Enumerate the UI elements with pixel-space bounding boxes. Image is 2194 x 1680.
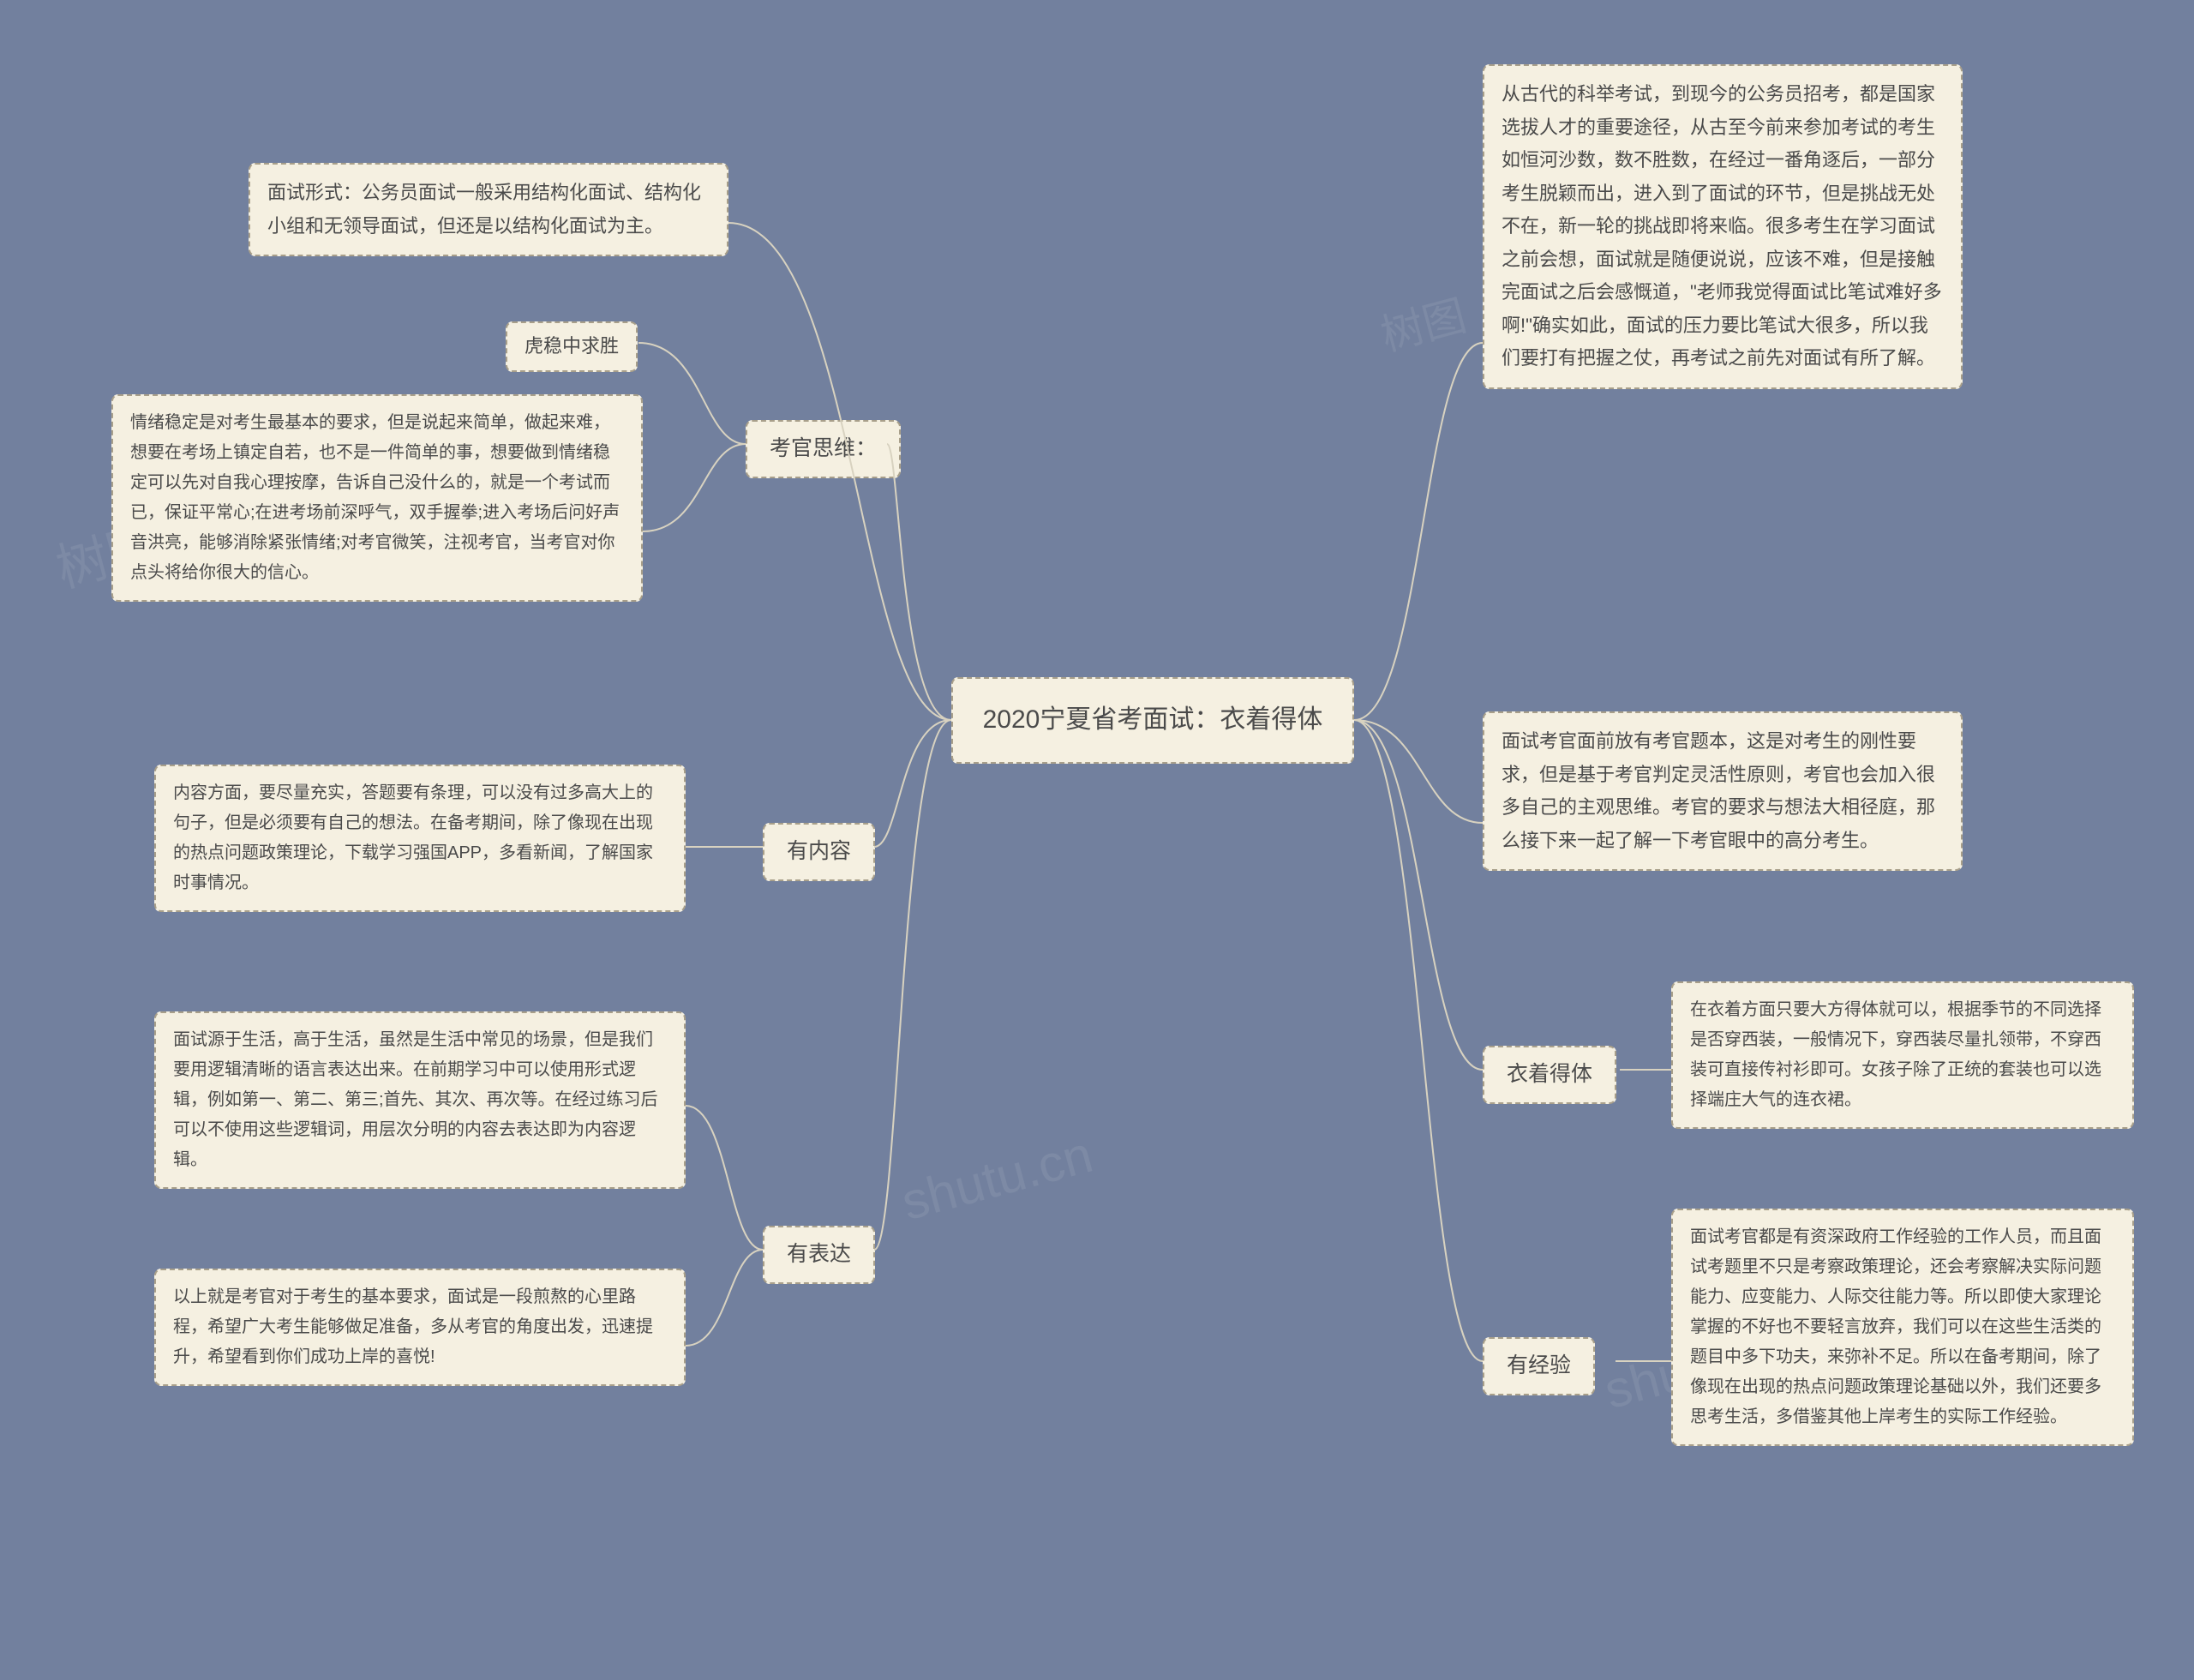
branch-content: 有内容 (763, 823, 875, 881)
leaf-express-2: 以上就是考官对于考生的基本要求，面试是一段煎熬的心里路程，希望广大考生能够做足准… (154, 1269, 686, 1386)
branch-experience: 有经验 (1483, 1337, 1595, 1395)
branch-think: 考官思维： (746, 420, 901, 478)
watermark: shutu.cn (896, 1125, 1099, 1232)
watermark: 树图 (1373, 281, 1472, 363)
branch-dress: 衣着得体 (1483, 1046, 1616, 1104)
leaf-content: 内容方面，要尽量充实，答题要有条理，可以没有过多高大上的句子，但是必须要有自己的… (154, 765, 686, 912)
center-node: 2020宁夏省考面试：衣着得体 (951, 677, 1354, 764)
leaf-express-1: 面试源于生活，高于生活，虽然是生活中常见的场景，但是我们要用逻辑清晰的语言表达出… (154, 1011, 686, 1189)
leaf-dress: 在衣着方面只要大方得体就可以，根据季节的不同选择是否穿西装，一般情况下，穿西装尽… (1671, 981, 2134, 1129)
leaf-think: 情绪稳定是对考生最基本的要求，但是说起来简单，做起来难，想要在考场上镇定自若，也… (111, 394, 643, 602)
leaf-experience: 面试考官都是有资深政府工作经验的工作人员，而且面试考题里不只是考察政策理论，还会… (1671, 1209, 2134, 1446)
right-intro-1: 从古代的科举考试，到现今的公务员招考，都是国家选拔人才的重要途径，从古至今前来参… (1483, 64, 1963, 389)
right-intro-2: 面试考官面前放有考官题本，这是对考生的刚性要求，但是基于考官判定灵活性原则，考官… (1483, 711, 1963, 871)
branch-express: 有表达 (763, 1226, 875, 1284)
subbranch-think: 虎稳中求胜 (506, 321, 638, 372)
leaf-form: 面试形式：公务员面试一般采用结构化面试、结构化小组和无领导面试，但还是以结构化面… (249, 163, 728, 256)
